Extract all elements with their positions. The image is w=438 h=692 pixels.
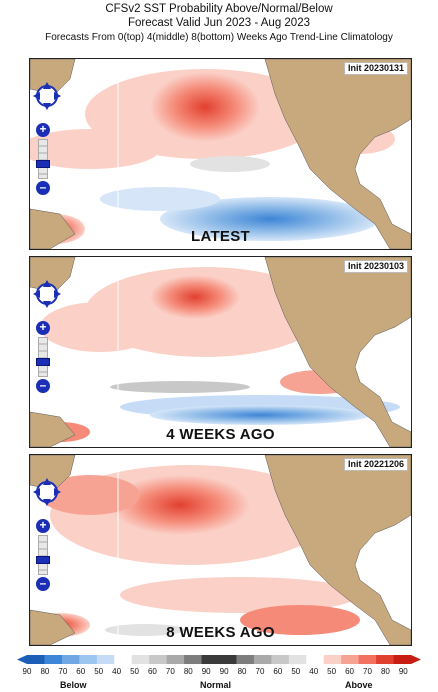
colorbar-tick-label: 50 — [291, 667, 301, 676]
colorbar-cell — [288, 655, 307, 664]
zoom-out-icon[interactable]: – — [36, 577, 50, 591]
colorbar-tick-label: 60 — [76, 667, 86, 676]
panel-label: LATEST — [190, 228, 251, 245]
zoom-slider[interactable] — [36, 535, 50, 575]
colorbar-cell — [376, 655, 395, 664]
colorbar-cell — [236, 655, 255, 664]
colorbar-tick-label: 40 — [112, 667, 122, 676]
zoom-thumb[interactable] — [36, 358, 50, 366]
colorbar-cell — [184, 655, 203, 664]
colorbar-cell — [219, 655, 237, 664]
sst-map — [30, 455, 411, 645]
forecast-valid-subtitle: Forecast Valid Jun 2023 - Aug 2023 — [128, 17, 310, 29]
colorbar-tick-label: 80 — [183, 667, 193, 676]
colorbar-tick-label: 40 — [309, 667, 319, 676]
zoom-out-icon[interactable]: – — [36, 379, 50, 393]
pan-control-icon[interactable] — [32, 279, 62, 309]
colorbar-tick-label: 70 — [165, 667, 175, 676]
colorbar-cell — [323, 655, 342, 664]
init-date: Init 20230131 — [343, 62, 408, 75]
colorbar-tick-label: 70 — [58, 667, 68, 676]
colorbar-cell — [358, 655, 377, 664]
below-label: Below — [60, 680, 87, 690]
colorbar-cell — [149, 655, 168, 664]
colorbar-tick-label: 70 — [255, 667, 265, 676]
zoom-control: + – — [36, 321, 50, 393]
sst-map — [30, 59, 411, 249]
colorbar-cell — [61, 655, 80, 664]
normal-label: Normal — [200, 680, 232, 690]
colorbar-tick-label: 50 — [130, 667, 139, 676]
zoom-thumb[interactable] — [36, 556, 50, 564]
map-panel-4-weeks[interactable]: + – Init 20230103 4 WEEKS AGO — [29, 256, 412, 448]
init-date: Init 20221206 — [343, 458, 408, 471]
above-label: Above — [345, 680, 373, 690]
colorbar-tick-label: 60 — [345, 667, 354, 676]
colorbar-tick-label: 80 — [380, 667, 390, 676]
figure-title: CFSv2 SST Probability Above/Normal/Below — [105, 3, 333, 15]
init-date: Init 20230103 — [343, 260, 408, 273]
colorbar-tick-label: 70 — [363, 667, 372, 676]
colorbar-tick-label: 90 — [201, 667, 211, 676]
colorbar-tick-label: 80 — [40, 667, 50, 676]
colorbar-tick-label: 50 — [94, 667, 104, 676]
colorbar-cell — [114, 655, 133, 664]
pan-control-icon[interactable] — [32, 81, 62, 111]
pan-control-icon[interactable] — [32, 477, 62, 507]
colorbar-cell — [27, 655, 45, 664]
colorbar-cell — [341, 655, 360, 664]
zoom-out-icon[interactable]: – — [36, 181, 50, 195]
colorbar-tick-label: 90 — [398, 667, 408, 676]
colorbar-cell — [271, 655, 290, 664]
zoom-in-icon[interactable]: + — [36, 123, 50, 137]
sst-map — [30, 257, 411, 447]
colorbar-cell — [166, 655, 185, 664]
colorbar-cell — [393, 655, 412, 664]
forecast-lead-info: Forecasts From 0(top) 4(middle) 8(bottom… — [45, 32, 393, 43]
zoom-thumb[interactable] — [36, 160, 50, 168]
zoom-slider[interactable] — [36, 337, 50, 377]
colorbar-cell — [96, 655, 115, 664]
zoom-control: + – — [36, 123, 50, 195]
colorbar-tick-label: 60 — [273, 667, 283, 676]
colorbar-tick-label: 90 — [219, 667, 229, 676]
zoom-in-icon[interactable]: + — [36, 519, 50, 533]
colorbar-cell — [131, 655, 150, 664]
colorbar-tick-label: 50 — [327, 667, 337, 676]
colorbar-cell — [253, 655, 272, 664]
colorbar-cell — [306, 655, 325, 664]
colorbar-tick-label: 90 — [22, 667, 32, 676]
panel-label: 8 WEEKS AGO — [166, 624, 275, 641]
colorbar-ticks: 90 80 70 60 50 40 50 60 70 80 90 90 80 70 60 50 40 50 60 70… — [0, 667, 438, 679]
probability-colorbar — [17, 655, 421, 664]
colorbar-cell — [79, 655, 98, 664]
map-panel-8-weeks[interactable]: + – Init 20221206 8 WEEKS AGO — [29, 454, 412, 646]
map-panel-latest[interactable]: + – Init 20230131 LATEST — [29, 58, 412, 250]
panel-label: 4 WEEKS AGO — [166, 426, 275, 443]
colorbar-cell — [44, 655, 63, 664]
zoom-control: + – — [36, 519, 50, 591]
colorbar-tick-label: 60 — [147, 667, 157, 676]
zoom-in-icon[interactable]: + — [36, 321, 50, 335]
colorbar-tick-label: 80 — [237, 667, 247, 676]
zoom-slider[interactable] — [36, 139, 50, 179]
colorbar-cell — [201, 655, 220, 664]
